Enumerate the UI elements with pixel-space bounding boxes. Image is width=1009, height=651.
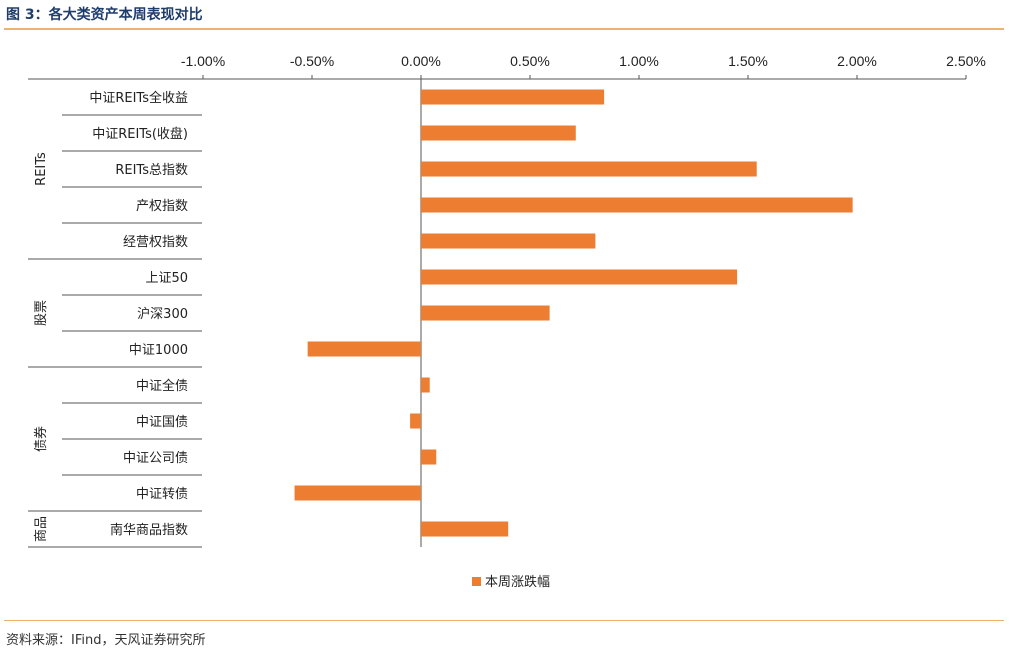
bar	[307, 341, 421, 357]
bar	[421, 269, 738, 285]
group-label: REITs	[34, 152, 49, 186]
x-tick-label: 1.50%	[728, 53, 768, 69]
bar	[421, 233, 596, 249]
category-label: 经营权指数	[123, 234, 188, 250]
bar	[421, 521, 509, 537]
x-tick-label: -0.50%	[290, 53, 334, 69]
x-tick-label: -1.00%	[181, 53, 225, 69]
bar	[421, 377, 430, 393]
category-label: REITs总指数	[115, 163, 188, 178]
bar	[410, 413, 421, 429]
category-label: 中证公司债	[123, 451, 188, 466]
category-label: 中证转债	[136, 487, 188, 502]
bar	[421, 161, 757, 177]
title-divider	[4, 28, 1004, 30]
source-note: 资料来源：IFind，天风证券研究所	[6, 633, 206, 648]
category-label: 中证全债	[136, 378, 188, 394]
x-tick-label: 0.50%	[510, 53, 550, 69]
bar	[421, 197, 853, 213]
category-label: 南华商品指数	[110, 522, 188, 538]
x-tick-label: 2.00%	[837, 53, 877, 69]
group-label: 商品	[34, 516, 49, 542]
category-label: 中证REITs(收盘)	[92, 126, 188, 142]
category-label: 中证1000	[129, 343, 188, 358]
legend-label: 本周涨跌幅	[485, 574, 550, 590]
group-label: 债券	[33, 426, 49, 452]
legend-swatch	[472, 577, 481, 586]
bar	[421, 305, 550, 321]
x-tick-label: 1.00%	[619, 53, 659, 69]
bar	[294, 485, 421, 501]
figure-title: 图 3：各大类资产本周表现对比	[6, 7, 203, 23]
category-label: 产权指数	[136, 198, 188, 214]
x-tick-label: 2.50%	[946, 53, 986, 69]
group-label: 股票	[34, 300, 49, 326]
x-tick-label: 0.00%	[401, 53, 441, 69]
bar	[421, 449, 437, 465]
bar	[421, 89, 605, 105]
footer-divider	[4, 620, 1004, 621]
bar	[421, 125, 576, 141]
bar-chart: -1.00% -0.50% 0.00% 0.50% 1.00% 1.50% 2.00% 2.5…	[28, 53, 986, 590]
category-label: 中证REITs全收益	[89, 90, 188, 106]
category-label: 中证国债	[136, 415, 188, 430]
category-label: 沪深300	[137, 306, 188, 322]
category-label: 上证50	[145, 271, 188, 286]
